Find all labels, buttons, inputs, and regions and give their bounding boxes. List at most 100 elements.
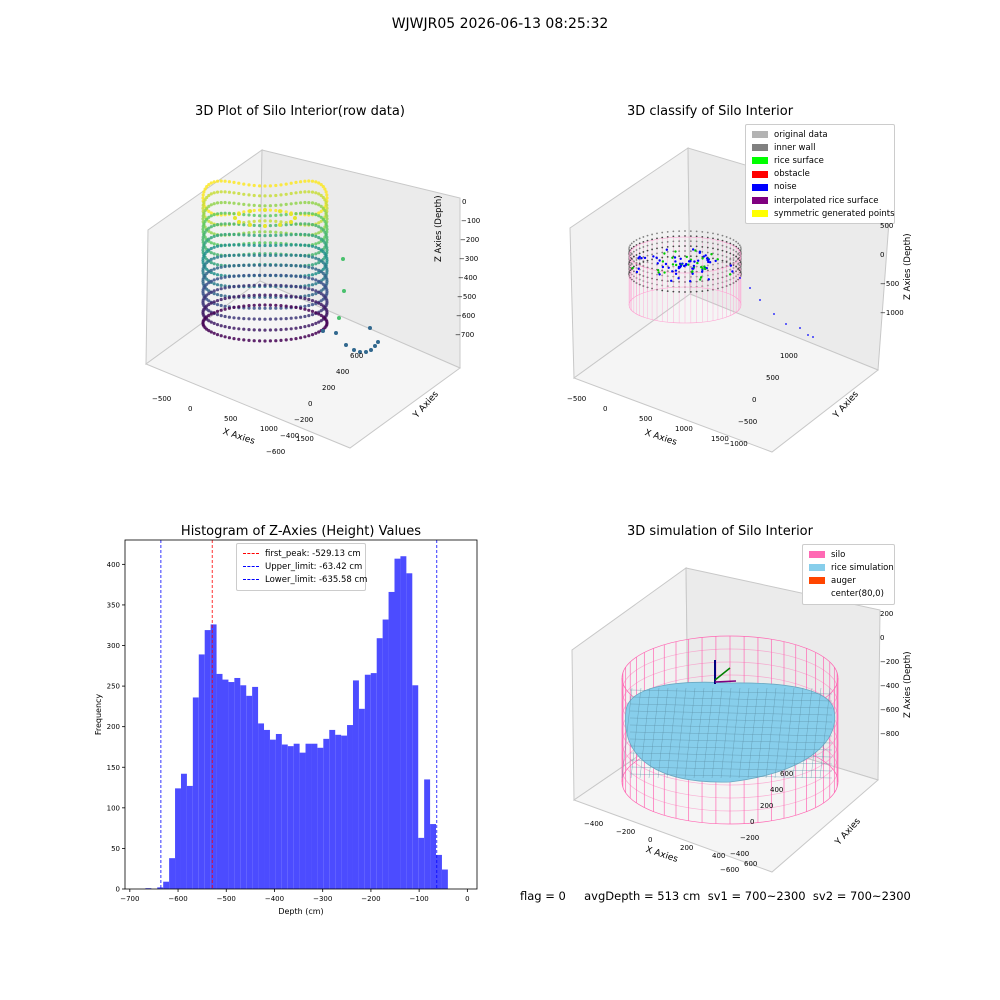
raw-z-tick: 0: [462, 198, 466, 206]
raw-z-label: Z Axies (Depth): [434, 195, 444, 262]
status-footer: flag = 0 avgDepth = 513 cm sv1 = 700~230…: [520, 889, 911, 903]
histogram-bar: [163, 882, 169, 889]
legend-entry: rice simulation: [809, 561, 888, 574]
histogram-bar: [424, 779, 430, 889]
histogram-bar: [317, 748, 323, 889]
classify-x-tick: −500: [567, 395, 586, 403]
histogram-bar: [217, 674, 223, 889]
simulation-x-tick: 400: [712, 852, 725, 860]
histogram-bar: [270, 740, 276, 889]
classify-z-tick: 0: [880, 251, 884, 259]
legend-label: inner wall: [774, 143, 815, 153]
legend-entry: inner wall: [752, 141, 888, 154]
histogram-bar: [347, 725, 353, 889]
legend-entry: obstacle: [752, 168, 888, 181]
simulation-y-tick: −600: [720, 866, 739, 874]
histogram-bar: [418, 838, 424, 889]
legend-label: first_peak: -529.13 cm: [265, 549, 361, 559]
histogram-bar: [377, 638, 383, 889]
raw-z-tick: −400: [458, 274, 477, 282]
histogram-bar: [306, 744, 312, 889]
histogram-y-tick-label: 50: [111, 845, 120, 853]
histogram-x-tick-label: −100: [410, 895, 429, 903]
raw-y-tick: 200: [322, 384, 335, 392]
simulation-z-label: Z Axies (Depth): [903, 651, 913, 718]
classify-y-tick: −500: [738, 418, 757, 426]
legend-swatch: [243, 566, 259, 567]
histogram-bar: [400, 556, 406, 889]
legend-swatch: [243, 553, 259, 554]
histogram-bar: [288, 746, 294, 889]
histogram-bar: [211, 624, 217, 889]
legend-entry: silo: [809, 548, 888, 561]
histogram-bar: [222, 680, 228, 889]
simulation-x-tick: 600: [744, 860, 757, 868]
legend-label: center(80,0): [831, 589, 884, 599]
histogram-bar: [323, 739, 329, 889]
legend-swatch: [809, 564, 825, 571]
legend-label: rice surface: [774, 156, 824, 166]
legend-swatch: [243, 579, 259, 580]
simulation-x-tick: −200: [616, 828, 635, 836]
simulation-x-tick: 0: [648, 836, 652, 844]
legend-label: auger: [831, 576, 856, 586]
raw-z-tick: −300: [459, 255, 478, 263]
histogram-bar: [175, 788, 181, 889]
simulation-y-tick: −400: [730, 850, 749, 858]
raw-y-tick: −400: [280, 432, 299, 440]
legend-label: silo: [831, 550, 845, 560]
simulation-legend: silo rice simulation auger center(80,0): [802, 544, 895, 605]
histogram-y-tick-label: 150: [107, 764, 120, 772]
histogram-bar: [311, 744, 317, 889]
histogram-bar: [264, 730, 270, 889]
simulation-z-tick: −600: [880, 706, 899, 714]
histogram-legend: first_peak: -529.13 cm Upper_limit: -63.4…: [236, 543, 366, 591]
histogram-y-tick-label: 300: [107, 642, 120, 650]
histogram-bar: [294, 744, 300, 889]
legend-entry: rice surface: [752, 154, 888, 167]
histogram-y-tick-label: 200: [107, 723, 120, 731]
histogram-bar: [394, 559, 400, 889]
legend-swatch: [809, 591, 825, 598]
histogram-bar: [341, 736, 347, 889]
classify-z-tick: −1000: [880, 309, 904, 317]
legend-label: symmetric generated points: [774, 209, 895, 219]
simulation-z-tick: −200: [880, 658, 899, 666]
histogram-bar: [234, 678, 240, 889]
classify-z-tick: 500: [880, 222, 893, 230]
histogram-x-label: Depth (cm): [278, 907, 323, 916]
legend-swatch: [752, 157, 768, 164]
simulation-y-tick: 200: [760, 802, 773, 810]
classify-y-tick: 500: [766, 374, 779, 382]
raw-x-tick: 500: [224, 415, 237, 423]
legend-label: Lower_limit: -635.58 cm: [265, 575, 367, 585]
classify-z-label: Z Axies (Depth): [903, 233, 913, 300]
raw-plot-title: 3D Plot of Silo Interior(row data): [140, 104, 460, 119]
histogram-x-tick-label: −700: [120, 895, 139, 903]
histogram-bar: [240, 685, 246, 889]
histogram-y-tick-label: 400: [107, 561, 120, 569]
figure-title: WJWJR05 2026-06-13 08:25:32: [0, 16, 1000, 32]
classify-y-tick: −1000: [724, 440, 748, 448]
histogram-bar: [371, 673, 377, 889]
legend-label: interpolated rice surface: [774, 196, 879, 206]
classify-x-tick: 500: [639, 415, 652, 423]
raw-y-tick: 0: [308, 400, 312, 408]
histogram-x-tick-label: −600: [168, 895, 187, 903]
histogram-bar: [430, 824, 436, 889]
raw-z-tick: −100: [461, 217, 480, 225]
legend-entry: noise: [752, 181, 888, 194]
legend-label: original data: [774, 130, 828, 140]
legend-swatch: [752, 144, 768, 151]
legend-entry: Lower_limit: -635.58 cm: [243, 573, 359, 586]
simulation-z-tick: −400: [880, 682, 899, 690]
legend-entry: original data: [752, 128, 888, 141]
legend-entry: center(80,0): [809, 588, 888, 601]
raw-y-tick: −600: [266, 448, 285, 456]
legend-swatch: [752, 210, 768, 217]
legend-entry: Upper_limit: -63.42 cm: [243, 560, 359, 573]
simulation-x-tick: −400: [584, 820, 603, 828]
histogram-y-tick-label: 100: [107, 804, 120, 812]
raw-3d-axes-box: [146, 150, 460, 448]
histogram-bar: [300, 753, 306, 889]
